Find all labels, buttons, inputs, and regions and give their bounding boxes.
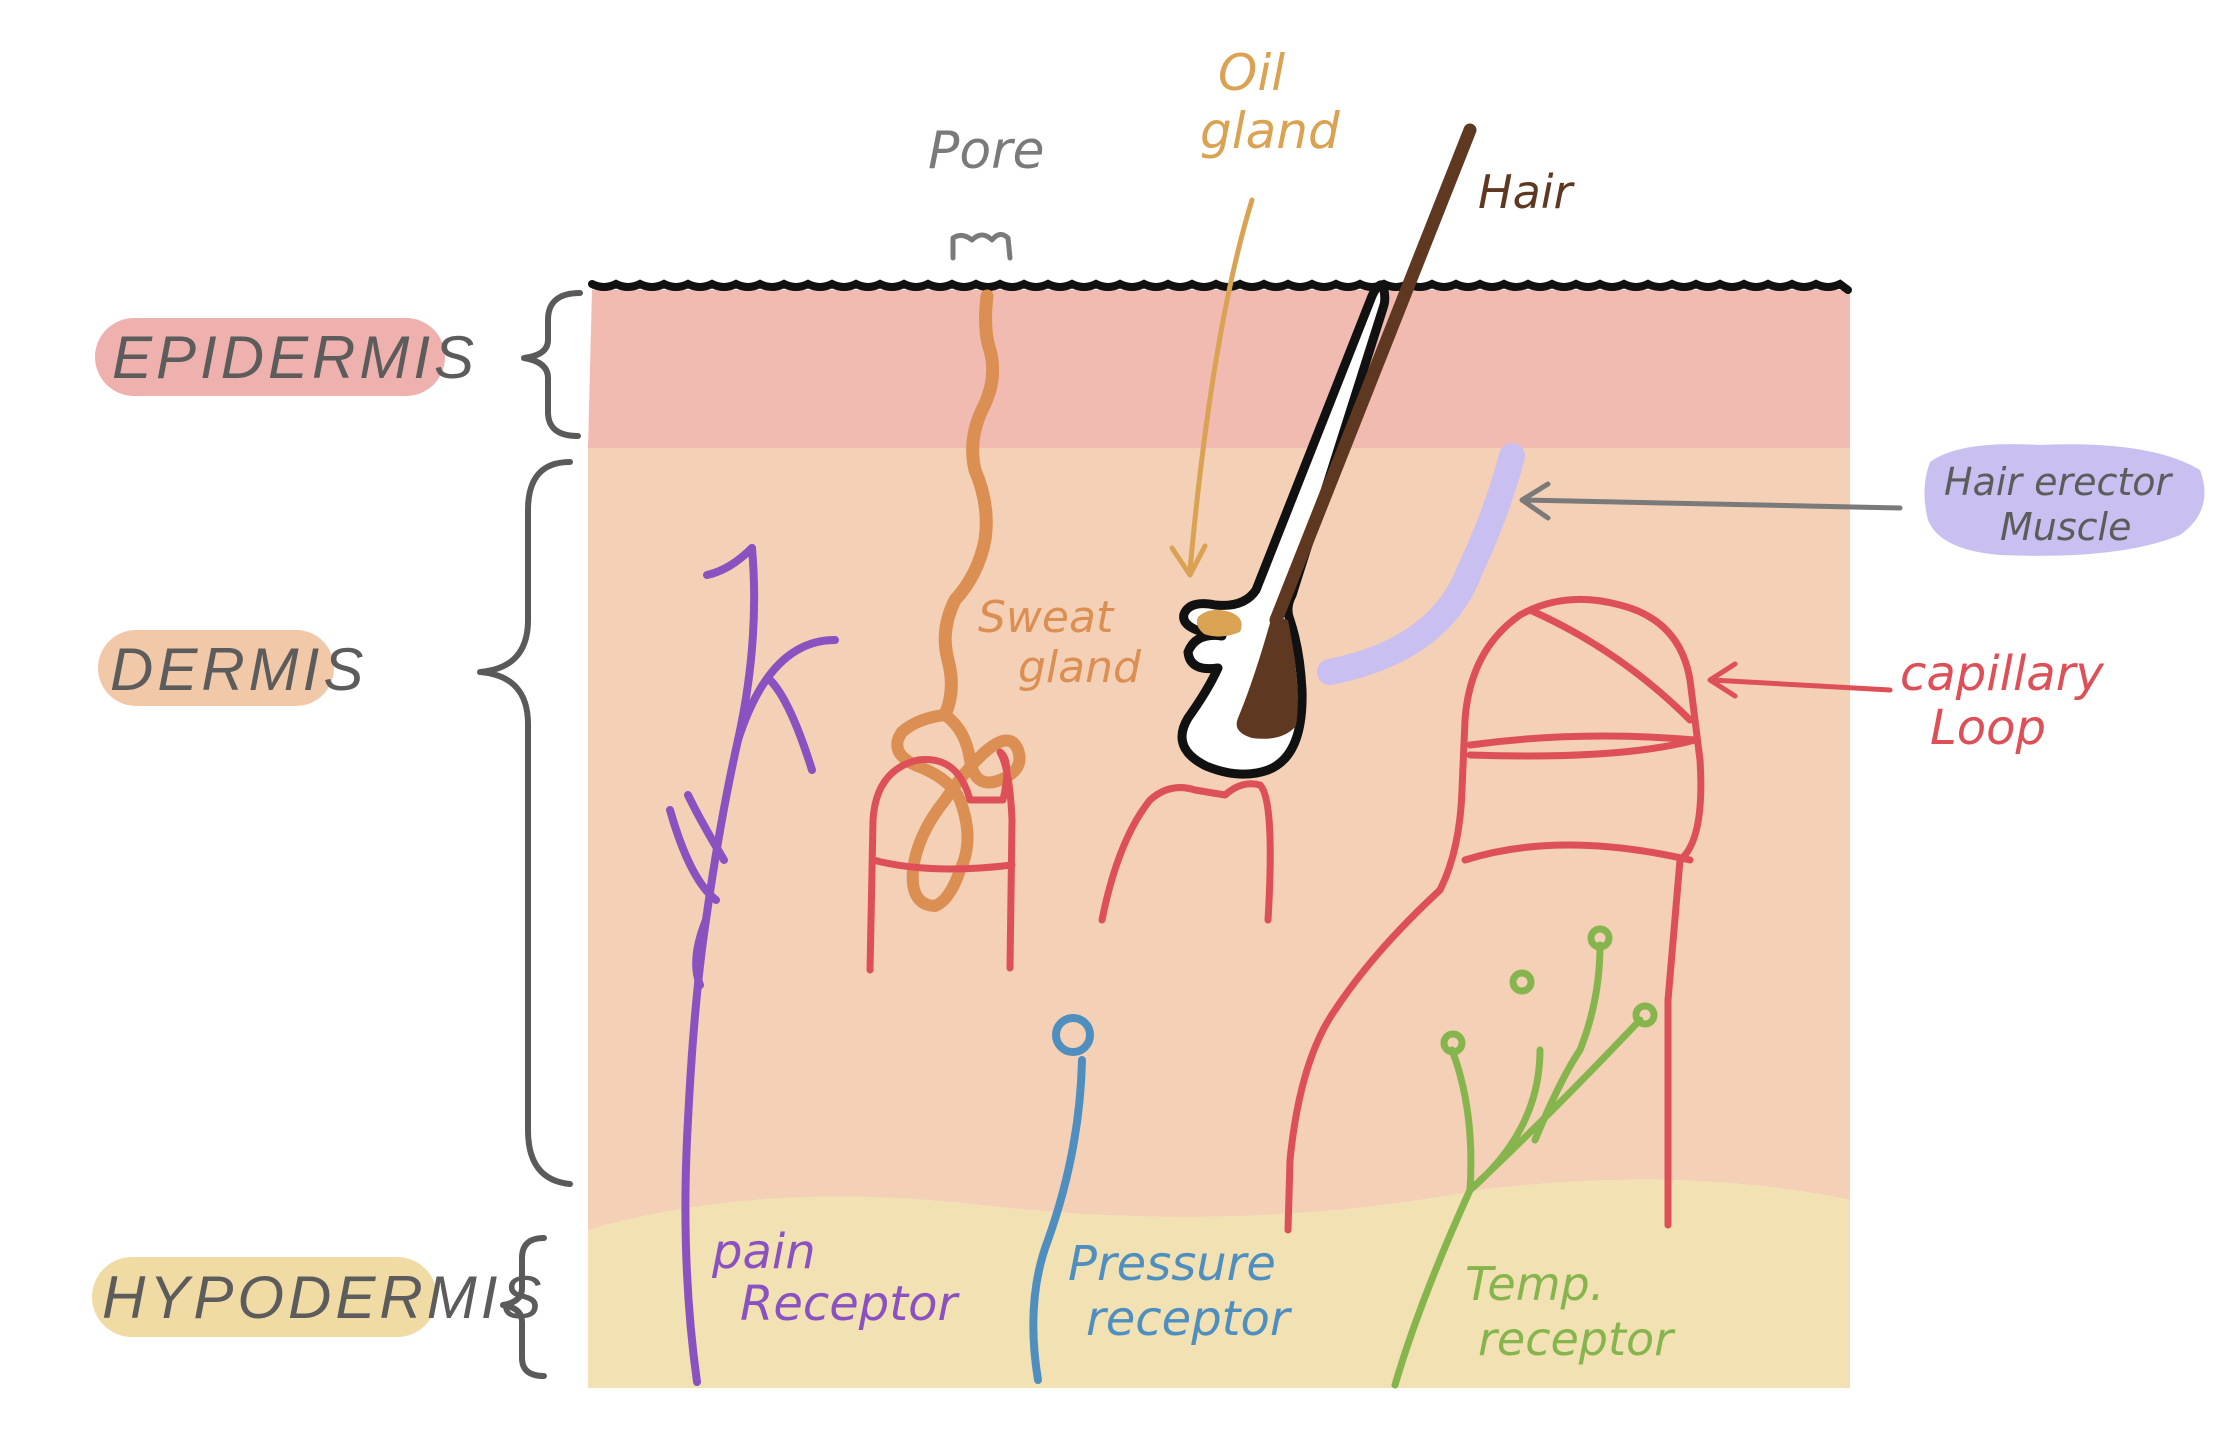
hair-erector-arrow [1519, 481, 1903, 521]
oil-gland-label-line1: Oil [1218, 44, 1285, 102]
pressure-receptor-label-line2: receptor [1086, 1291, 1293, 1347]
hair-erector-label-line2: Muscle [2000, 505, 2132, 549]
temp-receptor-shape [1391, 925, 1658, 1389]
hypodermis-label: HYPODERMIS [102, 1264, 545, 1331]
capillary-loop-medium [1098, 780, 1274, 924]
pressure-receptor-stem [1029, 1056, 1086, 1384]
pain-receptor-label-line2: Receptor [740, 1276, 960, 1332]
capillary-loop-label-line2: Loop [1930, 700, 2046, 756]
pain-receptor-shape [666, 544, 839, 1386]
pain-receptor-label-line1: pain [711, 1224, 816, 1280]
temp-receptor-stem [1391, 941, 1644, 1389]
hypodermis-label-pill [92, 1257, 437, 1337]
capillary-loop-small [866, 748, 1016, 974]
dermis-layer [588, 445, 1850, 1230]
pain-receptor-branches [666, 544, 839, 989]
temp-receptor-end-2 [1509, 969, 1535, 995]
capillary-loops [866, 595, 1705, 1234]
temp-receptor-end-4 [1632, 1002, 1658, 1028]
sweat-duct [938, 289, 1000, 722]
hypodermis-layer [588, 1179, 1850, 1388]
pressure-receptor-shape [1029, 1014, 1094, 1384]
pressure-receptor-bulb [1052, 1014, 1094, 1056]
skin-layers [588, 279, 1852, 1388]
pore-mark [950, 232, 1013, 261]
epidermis-layer [588, 290, 1850, 448]
oil-gland-label-line2: gland [1200, 102, 1340, 160]
skin-surface-line [588, 279, 1852, 294]
hair-bulb [1236, 616, 1298, 739]
pressure-receptor-label-line1: Pressure [1068, 1236, 1276, 1292]
temp-receptor-end-1 [1440, 1030, 1466, 1056]
dermis-label-pill [98, 630, 334, 706]
temp-receptor-label-line1: Temp. [1465, 1257, 1604, 1311]
structure-labels: Pore Oil gland Hair Sweat gland Hair ere… [711, 44, 2205, 1366]
hair-erector-label-line1: Hair erector [1944, 460, 2174, 504]
epidermis-brace [521, 290, 583, 439]
dermis-label: DERMIS [110, 636, 367, 703]
sweat-gland-label-line1: Sweat [978, 592, 1115, 643]
epidermis-label: EPIDERMIS [112, 324, 478, 391]
sweat-gland-label-line2: gland [1018, 642, 1142, 693]
hair-erector-label-bg [1924, 444, 2205, 556]
hair-follicle [1177, 123, 1525, 779]
hair-label: Hair [1478, 165, 1576, 219]
annotation-arrows [1169, 197, 1903, 699]
capillary-loop-arrow [1707, 661, 1893, 699]
temp-receptor-label-line2: receptor [1478, 1312, 1676, 1366]
dermis-brace [477, 459, 573, 1187]
pore-label: Pore [928, 121, 1045, 181]
follicle-outline [1177, 280, 1390, 779]
capillary-loop-large [1284, 595, 1705, 1234]
oil-gland-arrow [1169, 197, 1255, 578]
layer-labels: EPIDERMIS DERMIS HYPODERMIS [92, 290, 583, 1379]
hypodermis-brace [500, 1235, 547, 1379]
epidermis-label-pill [95, 318, 445, 396]
capillary-loop-label-line1: capillary [1900, 646, 2104, 702]
hair-shaft [1269, 123, 1477, 627]
temp-receptor-end-3 [1587, 925, 1613, 951]
oil-gland-blob [1196, 609, 1242, 637]
hair-erector-muscle [1317, 443, 1525, 685]
